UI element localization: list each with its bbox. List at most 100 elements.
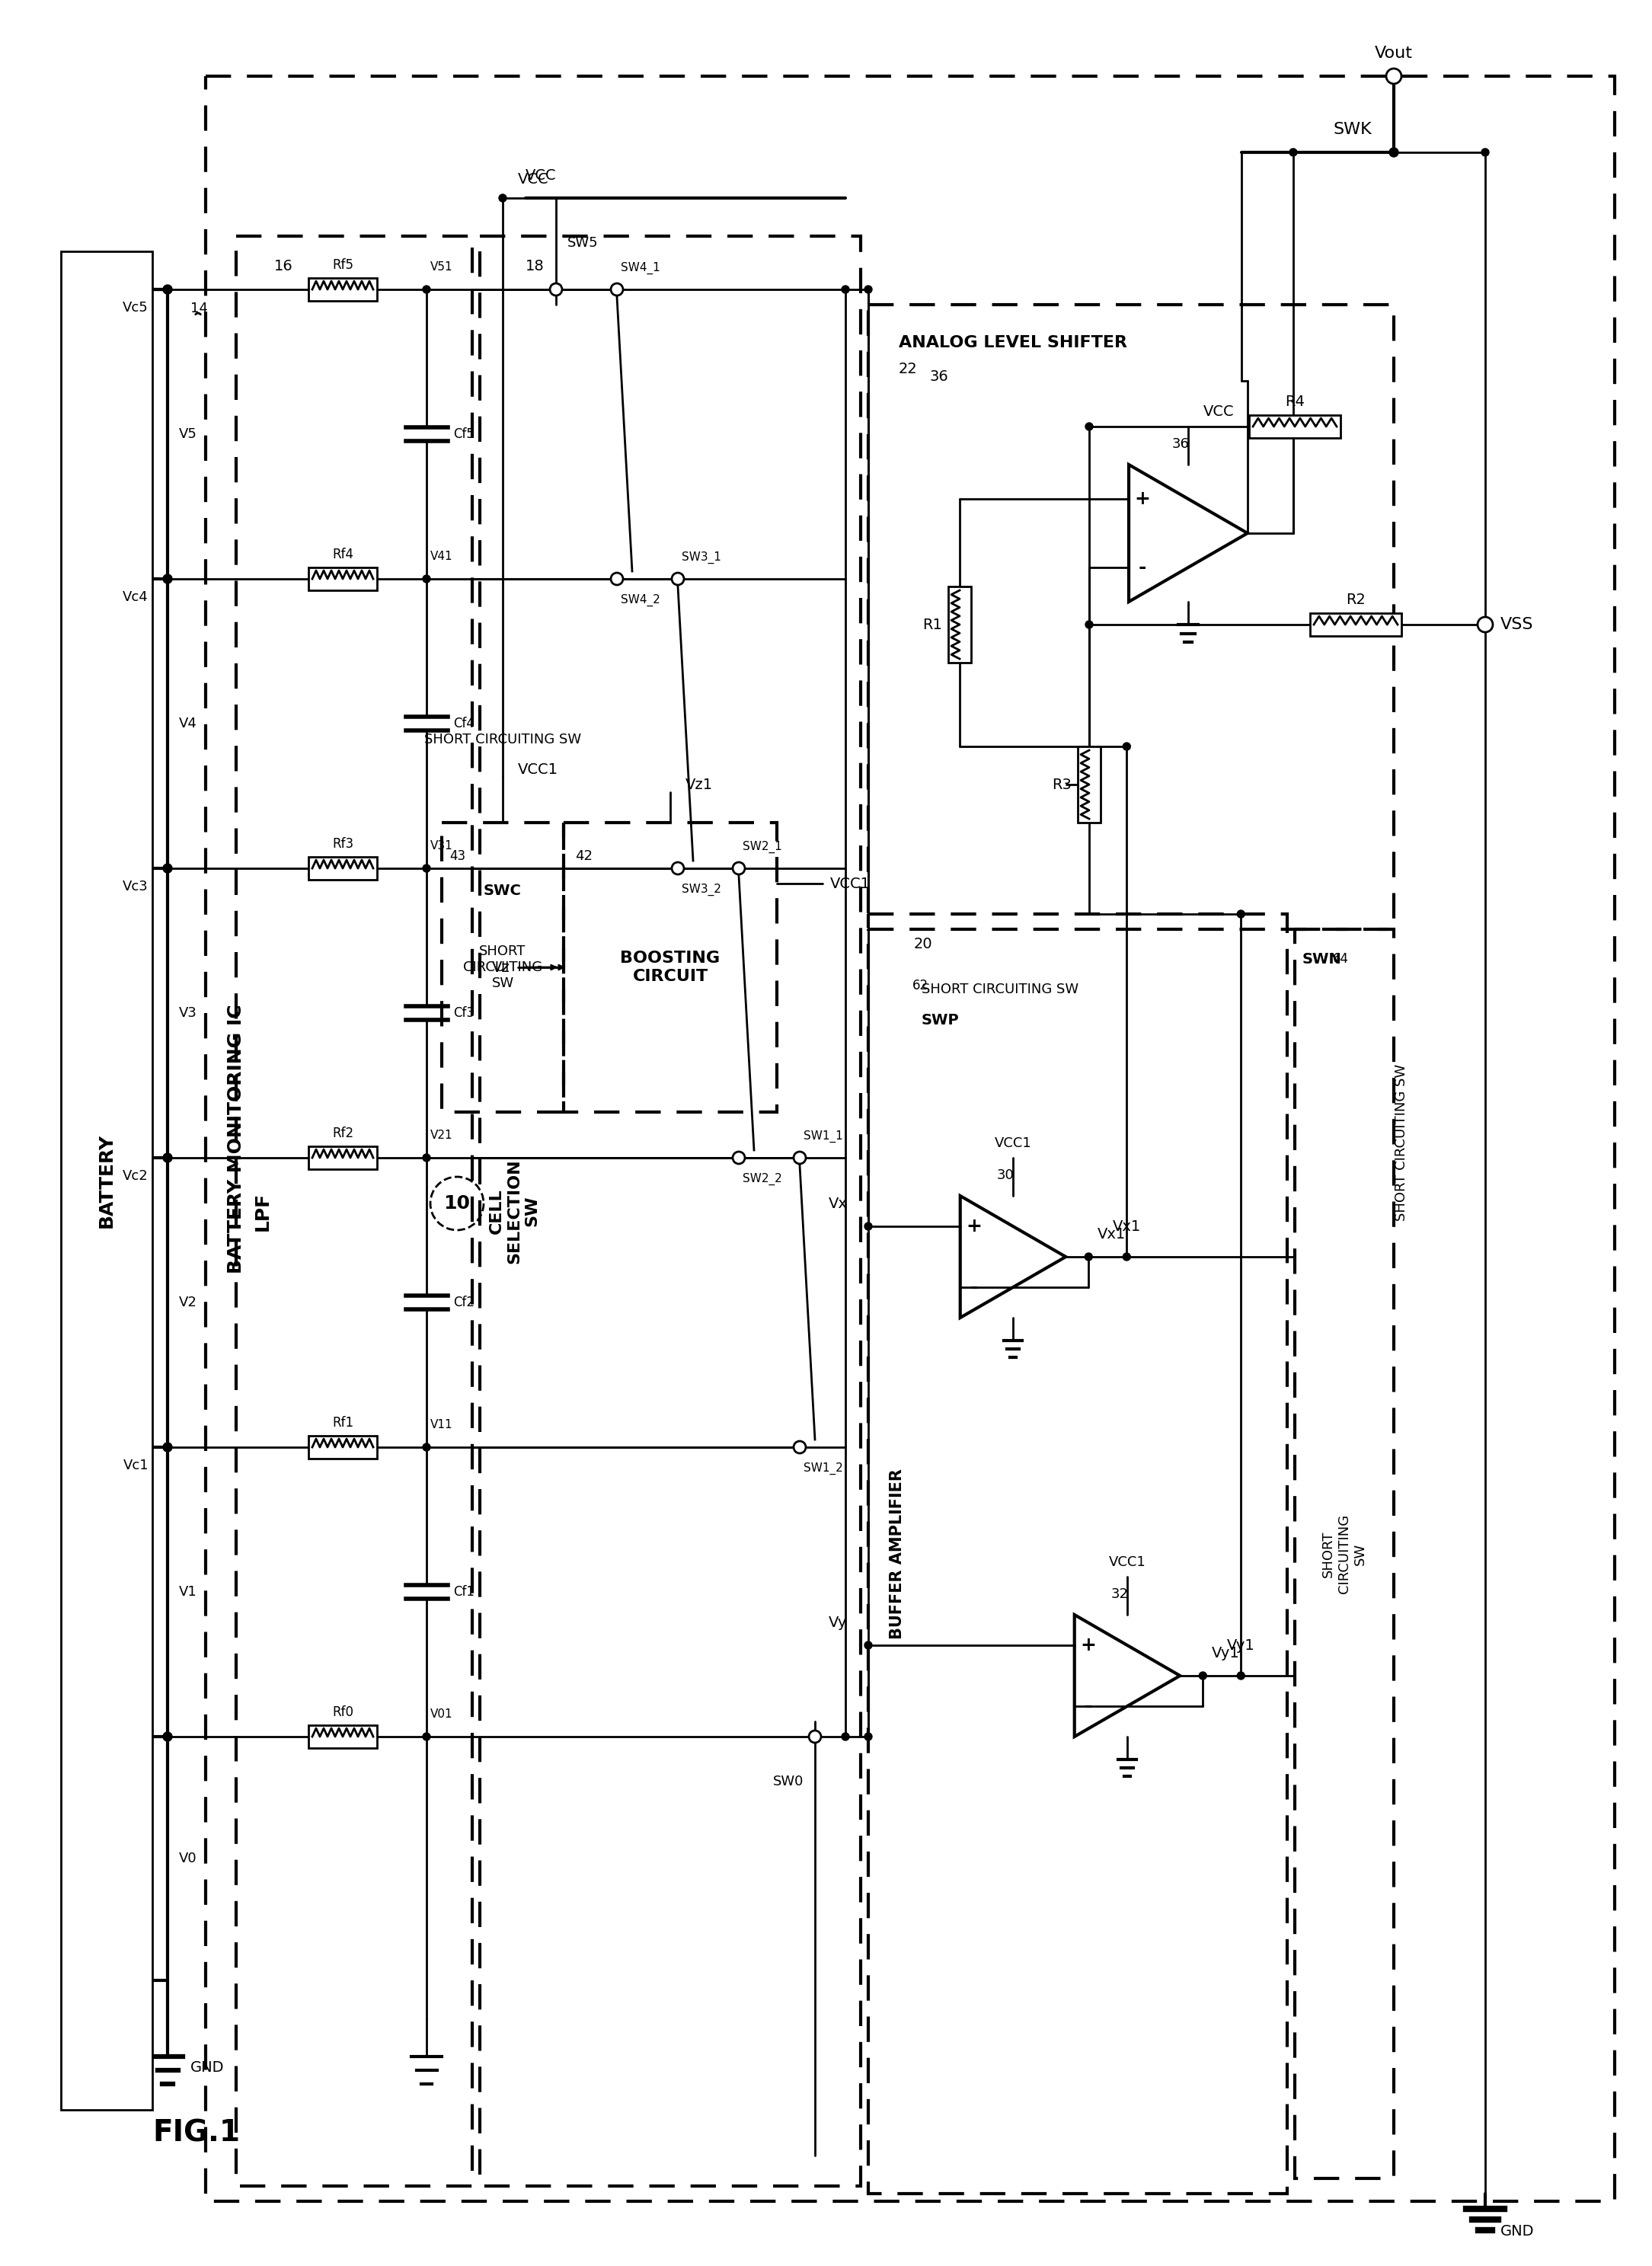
Circle shape [1123, 1253, 1130, 1260]
Text: V01: V01 [430, 1709, 453, 1720]
Text: SHORT
CIRCUITING
SW: SHORT CIRCUITING SW [463, 945, 542, 990]
Text: SWN: SWN [1302, 952, 1341, 968]
Text: 14: 14 [190, 301, 208, 315]
Circle shape [423, 1733, 430, 1740]
Circle shape [864, 1733, 872, 1740]
Text: BATTERY: BATTERY [97, 1133, 116, 1228]
Text: Vc3: Vc3 [122, 879, 149, 893]
Text: SW0: SW0 [773, 1774, 803, 1788]
Circle shape [1123, 743, 1130, 750]
Text: 32: 32 [1110, 1588, 1128, 1602]
Text: SW2_2: SW2_2 [743, 1174, 781, 1185]
Circle shape [793, 1151, 806, 1165]
Text: SW2_1: SW2_1 [743, 841, 781, 852]
Text: VCC: VCC [519, 172, 548, 186]
Circle shape [841, 286, 849, 292]
Text: V41: V41 [430, 551, 453, 562]
Circle shape [793, 1441, 806, 1453]
Circle shape [1199, 1672, 1206, 1679]
Circle shape [672, 573, 684, 585]
Circle shape [1085, 1253, 1092, 1260]
Text: Rf5: Rf5 [332, 258, 354, 272]
Text: Vc1: Vc1 [122, 1459, 149, 1473]
Text: VCC1: VCC1 [831, 877, 871, 891]
Text: Rf1: Rf1 [332, 1416, 354, 1430]
Bar [309, 1147, 377, 1169]
Bar [1310, 614, 1401, 637]
Text: V4: V4 [178, 716, 197, 730]
Text: +: + [966, 1217, 981, 1235]
Bar [309, 279, 377, 301]
Text: VSS: VSS [1500, 616, 1533, 632]
Text: Cf3: Cf3 [454, 1006, 474, 1020]
Text: 64: 64 [1333, 952, 1350, 965]
Text: Vy: Vy [829, 1616, 847, 1629]
Text: 36: 36 [1171, 437, 1189, 451]
Circle shape [841, 1733, 849, 1740]
Text: Rf3: Rf3 [332, 836, 354, 850]
Text: -: - [1084, 1697, 1092, 1715]
Text: VCC1: VCC1 [1108, 1554, 1146, 1568]
Bar [309, 566, 377, 591]
Circle shape [1389, 147, 1398, 156]
Circle shape [164, 286, 172, 295]
Text: VCC1: VCC1 [519, 761, 558, 777]
Text: BATTERY MONITORING IC: BATTERY MONITORING IC [226, 1004, 244, 1273]
Text: Vx1: Vx1 [1112, 1219, 1142, 1235]
Text: GND: GND [1500, 2225, 1535, 2239]
Text: 62: 62 [912, 979, 928, 993]
Text: SW1_1: SW1_1 [803, 1131, 843, 1142]
Text: FIG.1: FIG.1 [152, 2119, 240, 2148]
Text: V51: V51 [430, 261, 453, 272]
Text: 16: 16 [274, 258, 292, 274]
Circle shape [423, 576, 430, 582]
Text: SWK: SWK [1333, 122, 1371, 138]
Text: R2: R2 [1346, 594, 1366, 607]
Bar [309, 1437, 377, 1459]
Text: V0: V0 [178, 1851, 197, 1865]
Circle shape [1237, 1672, 1244, 1679]
Circle shape [423, 866, 430, 872]
Circle shape [164, 863, 172, 872]
Text: R4: R4 [1285, 394, 1305, 410]
Text: SWP: SWP [922, 1013, 960, 1026]
Text: SHORT CIRCUITING SW: SHORT CIRCUITING SW [425, 732, 582, 746]
Circle shape [611, 283, 623, 295]
Circle shape [499, 195, 507, 202]
Text: R1: R1 [922, 616, 942, 632]
Text: Vy1: Vy1 [1211, 1645, 1239, 1661]
Text: V21: V21 [430, 1128, 453, 1142]
Bar [441, 823, 563, 1113]
Text: GND: GND [190, 2060, 225, 2076]
Text: V11: V11 [430, 1419, 453, 1430]
Text: 30: 30 [996, 1169, 1014, 1183]
Text: SW5: SW5 [567, 236, 598, 249]
Bar [236, 236, 472, 2187]
Circle shape [164, 573, 172, 582]
Text: SHORT CIRCUITING SW: SHORT CIRCUITING SW [922, 983, 1079, 997]
Text: Vy1: Vy1 [1227, 1638, 1256, 1652]
Text: V3: V3 [178, 1006, 197, 1020]
Text: V5: V5 [178, 428, 197, 442]
Circle shape [423, 1153, 430, 1162]
Text: V31: V31 [430, 841, 453, 852]
Text: CELL
SELECTION
SW: CELL SELECTION SW [489, 1158, 540, 1264]
Circle shape [1482, 150, 1488, 156]
Circle shape [423, 1443, 430, 1450]
Text: V2: V2 [178, 1296, 197, 1310]
Text: BUFFER AMPLIFIER: BUFFER AMPLIFIER [889, 1468, 905, 1638]
Text: Vc4: Vc4 [122, 591, 149, 605]
Text: VCC: VCC [525, 168, 557, 184]
Bar [61, 252, 152, 2110]
Text: BOOSTING
CIRCUIT: BOOSTING CIRCUIT [620, 952, 720, 983]
Text: LPF: LPF [254, 1192, 273, 1230]
Text: Cf5: Cf5 [454, 428, 474, 442]
Bar [479, 236, 861, 2187]
Circle shape [809, 1731, 821, 1743]
Text: Vz1: Vz1 [686, 777, 714, 791]
Circle shape [1085, 621, 1094, 628]
Text: SW3_1: SW3_1 [682, 551, 722, 564]
Circle shape [733, 863, 745, 875]
Text: Cf4: Cf4 [454, 716, 474, 730]
Text: Rf2: Rf2 [332, 1126, 354, 1140]
